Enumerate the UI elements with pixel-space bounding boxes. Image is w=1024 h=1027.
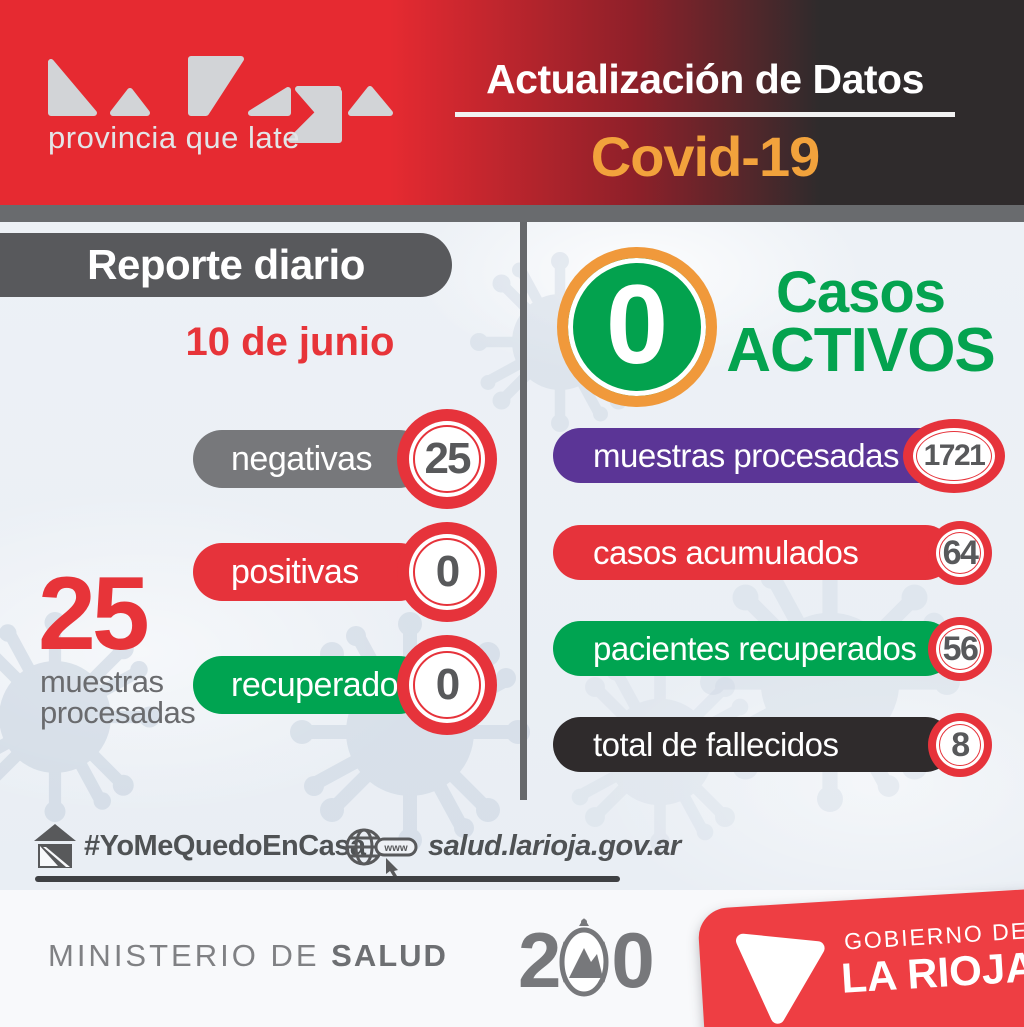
pacientes-badge: 56: [928, 617, 992, 681]
header-bottom-strip: [0, 205, 1024, 222]
government-line2: LA RIOJA: [839, 942, 1024, 1002]
acumulados-label: casos acumulados: [593, 533, 859, 571]
active-cases-label: Casos ACTIVOS: [718, 260, 1003, 385]
muestras-badge-inner: 1721: [913, 428, 995, 484]
negativas-label: negativas: [231, 439, 373, 478]
column-divider: [520, 222, 527, 800]
footer: MINISTERIO DE SALUD 2 0 GOBIERNO DE: [0, 886, 1024, 1027]
total-row-muestras: muestras procesadas 1721: [540, 414, 1024, 514]
acumulados-badge: 64: [928, 521, 992, 585]
positivas-value: 0: [435, 547, 461, 596]
report-row-recuperados: recuperados 0: [0, 635, 520, 745]
bicentennial-logo: 2 0: [518, 916, 655, 1004]
muestras-badge: 1721: [903, 419, 1005, 493]
bicentennial-digit-0: 0: [611, 916, 654, 1004]
fallecidos-badge: 8: [928, 713, 992, 777]
negativas-badge: 25: [397, 409, 497, 509]
positivas-badge: 0: [397, 522, 497, 622]
report-title: Reporte diario: [87, 241, 365, 288]
pacientes-badge-inner: 56: [936, 625, 984, 673]
fallecidos-badge-inner: 8: [936, 721, 984, 769]
recuperados-value: 0: [435, 660, 461, 709]
samples-total-value: 25: [38, 556, 150, 672]
positivas-badge-inner: 0: [409, 534, 485, 610]
title-underline: [455, 112, 955, 117]
acumulados-value: 64: [942, 533, 979, 572]
bicentennial-emblem-icon: [559, 918, 609, 997]
fallecidos-label: total de fallecidos: [593, 725, 839, 763]
report-date: 10 de junio: [185, 320, 395, 364]
bicentennial-digit-2: 2: [518, 916, 561, 1004]
fallecidos-pill: total de fallecidos: [553, 717, 953, 772]
negativas-badge-inner: 25: [409, 421, 485, 497]
government-label: GOBIERNO DE LA RIOJA: [830, 917, 1024, 1001]
positivas-label: positivas: [231, 552, 359, 591]
active-cases-word2: ACTIVOS: [726, 316, 996, 385]
hashtag-text: #YoMeQuedoEnCasa: [84, 830, 366, 862]
logo-tagline: provincia que late: [48, 120, 300, 155]
ministry-name: SALUD: [331, 938, 448, 973]
links-row: #YoMeQuedoEnCasa www salud.larioja.gov.a…: [0, 822, 681, 890]
svg-text:www: www: [383, 843, 408, 854]
report-row-negativas: negativas 25: [0, 409, 520, 519]
home-icon: [34, 824, 76, 868]
acumulados-badge-inner: 64: [936, 529, 984, 577]
la-rioja-logo: [48, 56, 393, 143]
muestras-label: muestras procesadas: [593, 436, 899, 474]
negativas-pill: negativas: [193, 430, 428, 488]
main-content: Reporte diario 10 de junio negativas 25 …: [0, 222, 1024, 890]
globe-www-icon: www: [345, 828, 418, 876]
positivas-pill: positivas: [193, 543, 428, 601]
total-row-recuperados: pacientes recuperados 56: [540, 607, 1024, 707]
ministry-prefix: MINISTERIO DE: [48, 938, 332, 973]
samples-total-label-line1: muestras: [40, 664, 164, 699]
report-title-pill: Reporte diario: [0, 233, 452, 297]
muestras-value: 1721: [923, 439, 986, 472]
recuperados-pill: recuperados: [193, 656, 428, 714]
header-band: provincia que late Actualización de Dato…: [0, 0, 1024, 205]
active-cases-word1: Casos: [775, 260, 946, 325]
pacientes-label: pacientes recuperados: [593, 629, 917, 667]
total-row-fallecidos: total de fallecidos 8: [540, 703, 1024, 803]
pacientes-value: 56: [942, 629, 979, 668]
total-row-acumulados: casos acumulados 64: [540, 511, 1024, 611]
active-cases-circle: 0: [557, 247, 717, 407]
government-ribbon: GOBIERNO DE LA RIOJA: [697, 886, 1024, 1027]
active-cases-value: 0: [605, 261, 669, 387]
acumulados-pill: casos acumulados: [553, 525, 953, 580]
website-url: salud.larioja.gov.ar: [428, 830, 681, 862]
government-triangle-icon: [735, 933, 825, 1024]
recuperados-label: recuperados: [231, 665, 415, 704]
muestras-pill: muestras procesadas: [553, 428, 953, 483]
report-row-positivas: positivas 0: [0, 522, 520, 632]
negativas-value: 25: [424, 434, 472, 483]
pacientes-pill: pacientes recuperados: [553, 621, 953, 676]
recuperados-badge: 0: [397, 635, 497, 735]
links-underline: [35, 876, 620, 882]
ministry-title: MINISTERIO DE SALUD: [48, 938, 448, 974]
header-title-block: Actualización de Datos Covid-19: [450, 0, 960, 205]
covid-subtitle: Covid-19: [590, 125, 821, 188]
page-title: Actualización de Datos: [486, 56, 924, 102]
recuperados-badge-inner: 0: [409, 647, 485, 723]
samples-total-label: muestras procesadas: [40, 664, 196, 730]
samples-total-label-line2: procesadas: [40, 695, 196, 730]
fallecidos-value: 8: [951, 725, 970, 764]
